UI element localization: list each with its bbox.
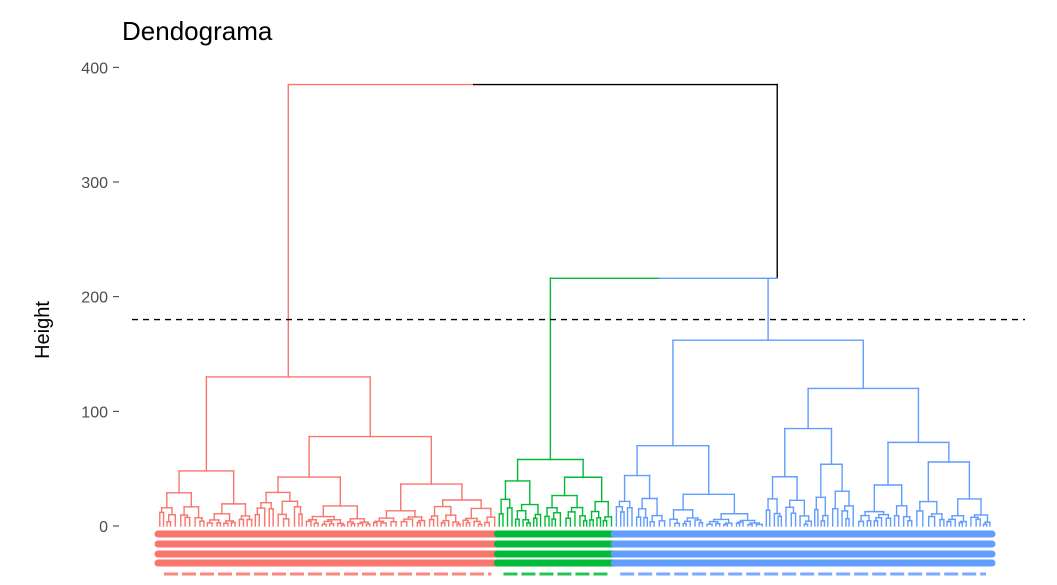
y-tick-label: 400: [81, 60, 108, 77]
y-axis-title: Height: [32, 301, 54, 359]
y-tick-label: 200: [81, 290, 108, 307]
leaf-labels: [154, 530, 996, 576]
chart-title: Dendograma: [122, 16, 273, 46]
dendrogram-tree: [159, 83, 991, 527]
y-tick-label: 300: [81, 175, 108, 192]
y-tick-label: 0: [99, 519, 108, 536]
y-tick-label: 100: [81, 404, 108, 421]
y-axis: 0 100 200 300 400: [81, 60, 119, 536]
